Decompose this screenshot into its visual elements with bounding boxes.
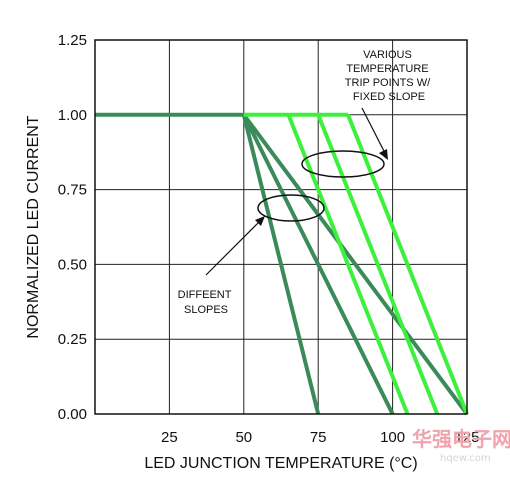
watermark-url: hqew.com [440, 453, 491, 464]
trip-points-note: VARIOUS TEMPERATURE TRIP POINTS W/ FIXED… [345, 49, 433, 103]
x-tick-labels: 25 50 75 100 125 [161, 429, 479, 446]
trip-points-ellipse [301, 150, 385, 178]
watermark-chinese: 华强电子网 [412, 427, 510, 451]
y-tick-label: 0.25 [58, 331, 87, 348]
slopes-ellipse [257, 194, 325, 222]
y-tick-label: 1.00 [58, 107, 87, 124]
x-tick-label: 100 [380, 429, 405, 446]
trip-note-line-1: VARIOUS [363, 49, 412, 61]
trip-note-line-2: TEMPERATURE [346, 63, 428, 75]
series-line-3 [242, 113, 469, 416]
x-tick-label: 25 [161, 429, 178, 446]
y-tick-label: 0.00 [58, 406, 87, 423]
slopes-note-line-2: SLOPES [184, 304, 228, 316]
trip-points-arrow [361, 107, 387, 156]
trip-points-arrowhead [379, 149, 388, 160]
plot-frame [94, 39, 468, 415]
y-axis-title: NORMALIZED LED CURRENT [25, 115, 42, 338]
slopes-arrowhead [255, 216, 265, 226]
series-line-7 [346, 114, 469, 415]
y-tick-labels: 0.00 0.25 0.50 0.75 1.00 1.25 [58, 32, 87, 423]
x-tick-label: 50 [235, 429, 252, 446]
x-axis-title: LED JUNCTION TEMPERATURE (°C) [144, 455, 417, 472]
series-line-2 [242, 113, 395, 415]
slopes-note-line-1: DIFFEENT [178, 289, 232, 301]
slopes-arrow [205, 219, 262, 276]
y-tick-label: 1.25 [58, 32, 87, 49]
series-line-6 [316, 114, 440, 415]
series-line-5 [286, 114, 410, 415]
slopes-note: DIFFEENT SLOPES [178, 289, 235, 316]
y-tick-label: 0.50 [58, 256, 87, 273]
x-tick-label: 75 [310, 429, 327, 446]
trip-note-line-4: FIXED SLOPE [353, 91, 425, 103]
trip-note-line-3: TRIP POINTS W/ [345, 77, 431, 89]
series-group [95, 112, 469, 416]
x-tick-label: 125 [454, 429, 479, 446]
y-tick-label: 0.75 [58, 182, 87, 199]
